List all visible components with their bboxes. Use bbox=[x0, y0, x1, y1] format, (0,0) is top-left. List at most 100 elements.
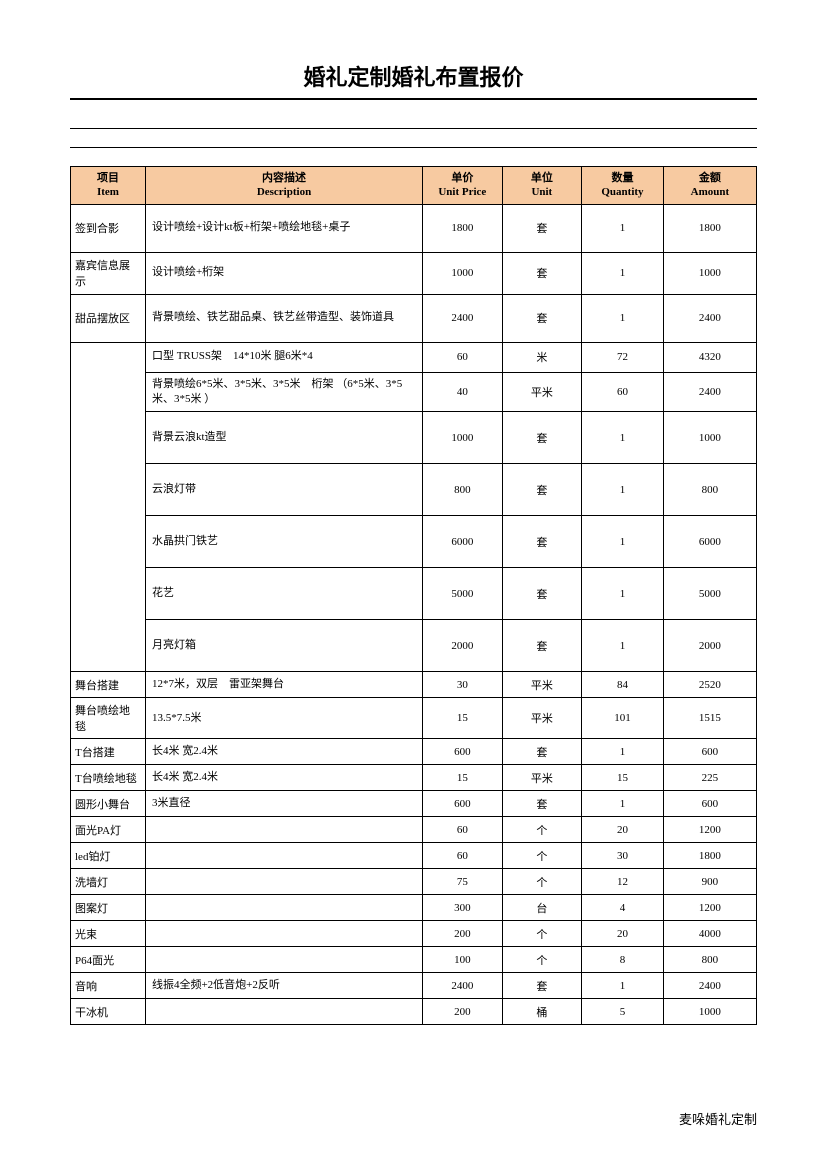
cell-price: 5000 bbox=[423, 568, 503, 620]
cell-qty: 1 bbox=[582, 516, 664, 568]
cell-price: 60 bbox=[423, 342, 503, 372]
cell-unit: 个 bbox=[502, 843, 582, 869]
cell-qty: 4 bbox=[582, 895, 664, 921]
cell-unit: 平米 bbox=[502, 698, 582, 739]
cell-unit: 个 bbox=[502, 817, 582, 843]
table-row: 面光PA灯60个201200 bbox=[71, 817, 757, 843]
cell-unit: 套 bbox=[502, 516, 582, 568]
cell-description bbox=[145, 817, 422, 843]
cell-price: 1800 bbox=[423, 204, 503, 252]
cell-unit: 平米 bbox=[502, 765, 582, 791]
cell-description: 设计喷绘+桁架 bbox=[145, 252, 422, 294]
cell-amount: 900 bbox=[663, 869, 756, 895]
cell-qty: 12 bbox=[582, 869, 664, 895]
cell-amount: 6000 bbox=[663, 516, 756, 568]
cell-qty: 8 bbox=[582, 947, 664, 973]
table-row: P64面光100个8800 bbox=[71, 947, 757, 973]
cell-price: 1000 bbox=[423, 412, 503, 464]
cell-qty: 1 bbox=[582, 568, 664, 620]
cell-item: 甜品摆放区 bbox=[71, 294, 146, 342]
cell-description bbox=[145, 869, 422, 895]
table-row: T台喷绘地毯长4米 宽2.4米15平米15225 bbox=[71, 765, 757, 791]
cell-unit: 米 bbox=[502, 342, 582, 372]
table-row: 口型 TRUSS架 14*10米 腿6米*460米724320 bbox=[71, 342, 757, 372]
cell-unit: 套 bbox=[502, 464, 582, 516]
cell-description: 花艺 bbox=[145, 568, 422, 620]
cell-price: 2400 bbox=[423, 294, 503, 342]
cell-qty: 15 bbox=[582, 765, 664, 791]
cell-unit: 套 bbox=[502, 252, 582, 294]
cell-unit: 个 bbox=[502, 921, 582, 947]
cell-item: 光束 bbox=[71, 921, 146, 947]
cell-unit: 平米 bbox=[502, 672, 582, 698]
cell-qty: 1 bbox=[582, 791, 664, 817]
cell-unit: 套 bbox=[502, 294, 582, 342]
cell-amount: 800 bbox=[663, 947, 756, 973]
cell-qty: 20 bbox=[582, 921, 664, 947]
cell-item: 舞台喷绘地毯 bbox=[71, 698, 146, 739]
cell-unit: 台 bbox=[502, 895, 582, 921]
table-header: 项目Item内容描述Description单价Unit Price单位Unit数… bbox=[71, 167, 757, 205]
table-row: 嘉宾信息展示设计喷绘+桁架1000套11000 bbox=[71, 252, 757, 294]
cell-amount: 2000 bbox=[663, 620, 756, 672]
cell-amount: 1000 bbox=[663, 252, 756, 294]
table-row: 背景云浪kt造型1000套11000 bbox=[71, 412, 757, 464]
cell-unit: 套 bbox=[502, 568, 582, 620]
cell-qty: 30 bbox=[582, 843, 664, 869]
table-row: 洗墙灯75个12900 bbox=[71, 869, 757, 895]
cell-qty: 1 bbox=[582, 464, 664, 516]
cell-price: 800 bbox=[423, 464, 503, 516]
cell-item: 圆形小舞台 bbox=[71, 791, 146, 817]
column-header: 数量Quantity bbox=[582, 167, 664, 205]
cell-description: 云浪灯带 bbox=[145, 464, 422, 516]
cell-item: 干冰机 bbox=[71, 999, 146, 1025]
quote-table: 项目Item内容描述Description单价Unit Price单位Unit数… bbox=[70, 166, 757, 1025]
page-title: 婚礼定制婚礼布置报价 bbox=[70, 60, 757, 100]
column-header: 内容描述Description bbox=[145, 167, 422, 205]
cell-qty: 1 bbox=[582, 294, 664, 342]
cell-price: 2400 bbox=[423, 973, 503, 999]
cell-description: 月亮灯箱 bbox=[145, 620, 422, 672]
cell-description: 长4米 宽2.4米 bbox=[145, 739, 422, 765]
cell-amount: 2400 bbox=[663, 372, 756, 412]
cell-qty: 1 bbox=[582, 204, 664, 252]
cell-qty: 101 bbox=[582, 698, 664, 739]
cell-unit: 桶 bbox=[502, 999, 582, 1025]
cell-amount: 225 bbox=[663, 765, 756, 791]
cell-price: 15 bbox=[423, 698, 503, 739]
cell-item: 洗墙灯 bbox=[71, 869, 146, 895]
cell-price: 60 bbox=[423, 843, 503, 869]
cell-qty: 72 bbox=[582, 342, 664, 372]
column-header: 单位Unit bbox=[502, 167, 582, 205]
cell-price: 2000 bbox=[423, 620, 503, 672]
table-row: T台搭建长4米 宽2.4米600套1600 bbox=[71, 739, 757, 765]
cell-unit: 平米 bbox=[502, 372, 582, 412]
column-header: 金额Amount bbox=[663, 167, 756, 205]
cell-unit: 个 bbox=[502, 947, 582, 973]
table-row: 舞台喷绘地毯13.5*7.5米15平米1011515 bbox=[71, 698, 757, 739]
cell-amount: 1800 bbox=[663, 843, 756, 869]
cell-qty: 5 bbox=[582, 999, 664, 1025]
cell-description: 背景喷绘6*5米、3*5米、3*5米 桁架 （6*5米、3*5米、3*5米 ） bbox=[145, 372, 422, 412]
cell-item: T台喷绘地毯 bbox=[71, 765, 146, 791]
cell-amount: 5000 bbox=[663, 568, 756, 620]
cell-unit: 套 bbox=[502, 204, 582, 252]
cell-price: 40 bbox=[423, 372, 503, 412]
table-row: 光束200个204000 bbox=[71, 921, 757, 947]
cell-unit: 套 bbox=[502, 739, 582, 765]
cell-description: 长4米 宽2.4米 bbox=[145, 765, 422, 791]
cell-amount: 1000 bbox=[663, 999, 756, 1025]
cell-description: 背景云浪kt造型 bbox=[145, 412, 422, 464]
cell-description bbox=[145, 895, 422, 921]
cell-amount: 600 bbox=[663, 791, 756, 817]
cell-description bbox=[145, 843, 422, 869]
cell-item: 音响 bbox=[71, 973, 146, 999]
cell-price: 1000 bbox=[423, 252, 503, 294]
cell-price: 300 bbox=[423, 895, 503, 921]
cell-qty: 1 bbox=[582, 412, 664, 464]
table-row: 舞台搭建12*7米，双层 雷亚架舞台30平米842520 bbox=[71, 672, 757, 698]
cell-price: 100 bbox=[423, 947, 503, 973]
cell-qty: 20 bbox=[582, 817, 664, 843]
cell-item: T台搭建 bbox=[71, 739, 146, 765]
cell-unit: 套 bbox=[502, 973, 582, 999]
